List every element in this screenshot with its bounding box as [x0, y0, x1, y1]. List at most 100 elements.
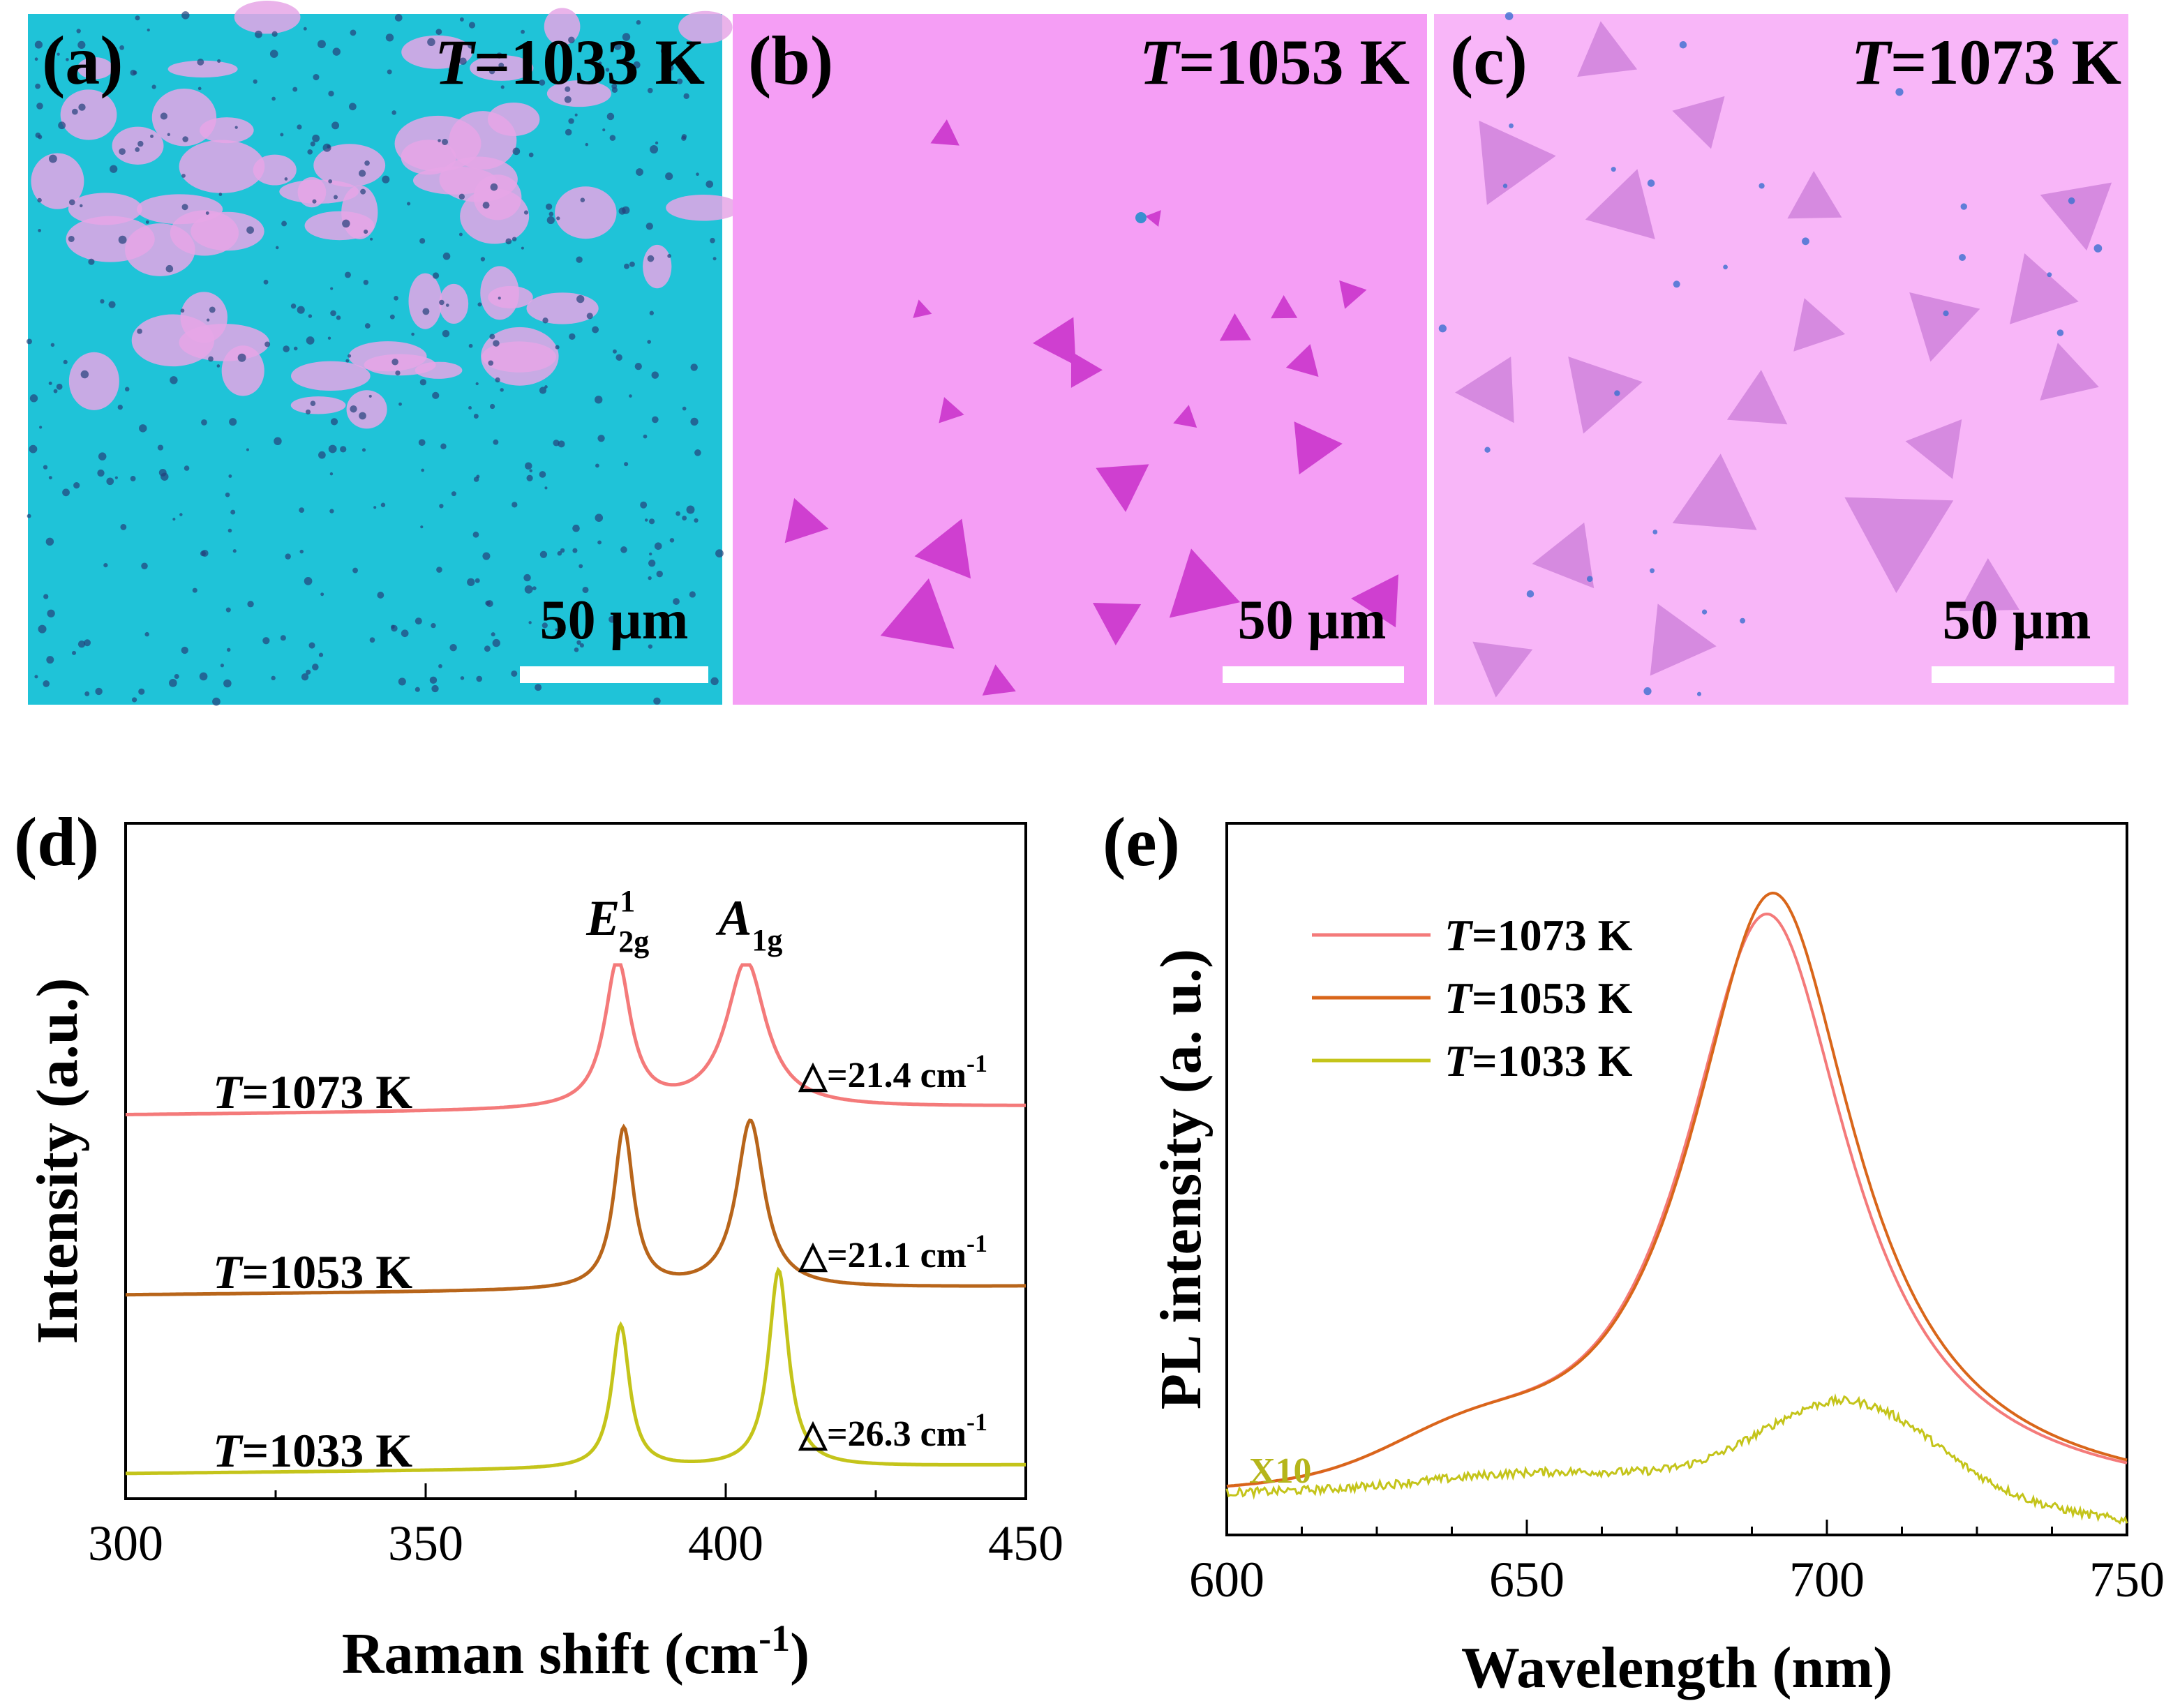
nucleation-dot [605, 68, 610, 72]
nucleation-dot [546, 216, 555, 225]
nucleation-dot [419, 238, 426, 244]
nucleation-dot [633, 61, 641, 69]
substrate-patch [555, 186, 617, 239]
nucleation-dot [429, 676, 438, 684]
nucleation-dot [442, 329, 450, 338]
nucleation-dot [629, 261, 635, 267]
substrate-patch [151, 89, 217, 147]
nucleation-dot [369, 637, 375, 643]
crystal-flake [930, 119, 960, 146]
delta-label: △=26.3 cm-1 [798, 1408, 987, 1454]
nucleation-dot [572, 548, 578, 553]
nucleation-dot [35, 83, 40, 89]
nucleation-dot [448, 67, 455, 74]
nucleation-dot [197, 58, 204, 66]
nucleation-dot [218, 193, 223, 196]
nucleation-dot [529, 469, 532, 472]
nucleation-dot [438, 664, 442, 668]
nucleation-dot [595, 463, 599, 468]
crystal-flake [1905, 419, 1962, 479]
nucleation-dot [48, 476, 52, 480]
nucleation-dot [263, 279, 269, 285]
nucleation-dot [284, 177, 288, 181]
nucleation-dot [212, 697, 221, 706]
nucleation-dot [498, 297, 501, 300]
nucleation-dot [150, 134, 154, 138]
nucleation-dot [118, 235, 127, 244]
substrate-patch [678, 10, 733, 44]
substrate-patch [415, 361, 463, 379]
nucleation-dot [328, 444, 337, 454]
nucleation-dot [468, 22, 476, 29]
nucleation-dot [665, 172, 673, 181]
nucleation-dot [459, 57, 467, 66]
nucleation-dot [293, 346, 298, 351]
nucleation-dot [1647, 179, 1655, 187]
nucleation-dot [683, 93, 689, 99]
nucleation-dot [39, 426, 43, 429]
nucleation-dot [391, 110, 396, 115]
nucleation-dot [180, 308, 185, 313]
crystal-flake [1093, 603, 1142, 645]
nucleation-dot [578, 564, 583, 569]
nucleation-dot [489, 403, 495, 410]
nucleation-dot [415, 617, 422, 625]
nucleation-dot [46, 656, 54, 664]
nucleation-dot [415, 687, 420, 692]
nucleation-dot [585, 142, 589, 147]
nucleation-dot [648, 560, 656, 567]
nucleation-dot [560, 548, 565, 553]
nucleation-dot [274, 437, 282, 446]
nucleation-dot [199, 672, 208, 681]
nucleation-dot [394, 13, 403, 22]
nucleation-dot [377, 592, 385, 599]
nucleation-dot [310, 400, 316, 406]
nucleation-dot [2047, 272, 2052, 278]
nucleation-dot [359, 412, 366, 420]
nucleation-dot [181, 204, 188, 211]
nucleation-dot [643, 434, 648, 439]
nucleation-dot [144, 631, 149, 637]
nucleation-dot [271, 31, 278, 37]
nucleation-dot [595, 514, 604, 522]
nucleation-dot [237, 353, 246, 362]
nucleation-dot [618, 207, 626, 215]
nucleation-dot [47, 609, 55, 617]
nucleation-dot [350, 405, 357, 413]
crystal-flake [1726, 370, 1788, 425]
nucleation-dot [686, 505, 695, 514]
x-axis-label: Wavelength (nm) [1461, 1635, 1892, 1700]
nucleation-dot [511, 670, 518, 677]
nucleation-dot [98, 452, 107, 460]
nucleation-dot [438, 139, 441, 142]
x-tick-label: 300 [88, 1515, 163, 1571]
nucleation-dot [262, 637, 270, 645]
nucleation-dot [225, 492, 230, 497]
substrate-patch [488, 285, 533, 309]
nucleation-dot [705, 180, 714, 188]
nucleation-dot [328, 90, 334, 97]
nucleation-dot [676, 628, 682, 634]
nucleation-dot [620, 546, 627, 553]
nucleation-dot [50, 343, 55, 347]
nucleation-dot [1960, 203, 1967, 210]
nucleation-dot [1696, 691, 1701, 696]
nucleation-dot [648, 576, 652, 580]
nucleation-dot [609, 135, 616, 141]
nucleation-dot [37, 197, 42, 203]
nucleation-dot [694, 518, 699, 523]
nucleation-dot [312, 664, 319, 671]
nucleation-dot [495, 377, 500, 383]
nucleation-dot [181, 646, 188, 654]
nucleation-dot [564, 96, 572, 103]
crystal-flake [982, 664, 1016, 696]
nucleation-dot [690, 417, 699, 426]
panel-tag: (e) [1103, 803, 1180, 881]
nucleation-dot [165, 264, 174, 273]
nucleation-dot [114, 476, 118, 479]
nucleation-dot [333, 195, 338, 200]
crystal-flake [1294, 421, 1343, 474]
nucleation-dot [318, 652, 324, 657]
nucleation-dot [574, 647, 579, 652]
nucleation-dot [174, 673, 179, 680]
